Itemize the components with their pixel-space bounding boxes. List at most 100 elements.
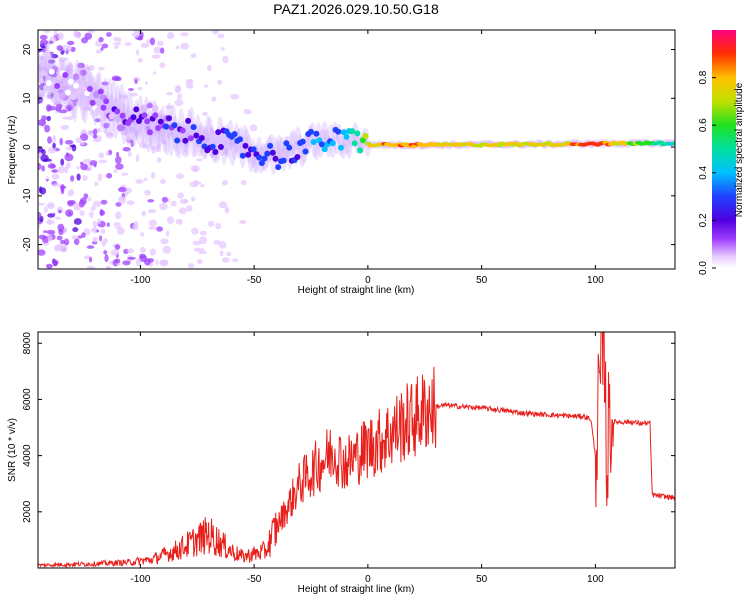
noise-blob <box>54 216 62 220</box>
noise-blob <box>70 175 75 182</box>
noise-blob <box>166 92 173 96</box>
ridge-mark <box>264 150 271 157</box>
snr-ylabel: SNR (10 * v/v) <box>7 418 18 482</box>
noise-blob <box>77 62 85 69</box>
noise-blob <box>124 42 132 47</box>
noise-blob <box>38 186 43 194</box>
colorbar-ticks: 0.0 0.2 0.4 0.6 0.8 <box>698 70 716 275</box>
noise-blob <box>60 187 65 195</box>
x-tick-label: 50 <box>476 574 488 585</box>
noise-blob <box>79 69 87 76</box>
ridge-mark <box>280 157 287 164</box>
ridge-mark <box>155 125 162 131</box>
noise-blob <box>63 238 70 246</box>
ridge-mark <box>95 107 102 114</box>
noise-blob <box>47 146 56 154</box>
noise-blob <box>192 166 199 173</box>
noise-blob <box>46 229 56 235</box>
spectrogram-frame <box>37 29 676 270</box>
noise-blob <box>57 32 64 41</box>
x-tick-label: 100 <box>587 275 604 286</box>
noise-blob <box>239 220 247 224</box>
noise-blob <box>73 238 80 246</box>
ridge-mark <box>38 77 44 84</box>
noise-blob <box>100 228 106 234</box>
ridge-mark <box>152 112 159 119</box>
noise-blob <box>113 36 119 42</box>
ridge-mark <box>54 83 61 89</box>
ridge-mark <box>103 98 110 105</box>
ridge-halo <box>188 107 195 142</box>
noise-blob <box>170 200 177 207</box>
colorbar-gradient <box>712 30 736 268</box>
ridge-mark <box>261 155 268 162</box>
noise-blob <box>99 235 103 242</box>
noise-blob <box>151 54 161 59</box>
noise-blob <box>92 134 98 139</box>
noise-blob <box>73 100 77 107</box>
noise-blob <box>76 173 81 181</box>
ridge-mark <box>108 113 115 120</box>
snr-frame <box>37 331 676 569</box>
noise-blob <box>60 124 70 130</box>
ridge-mark <box>209 143 216 150</box>
noise-blob <box>87 197 92 202</box>
noise-blob <box>38 211 42 220</box>
noise-blob <box>156 136 163 142</box>
noise-blob <box>83 193 89 199</box>
ridge-mark <box>359 137 366 144</box>
noise-blob <box>38 249 46 256</box>
x-tick-label: 0 <box>365 275 371 286</box>
noise-blob <box>100 199 108 205</box>
noise-blob <box>97 66 105 71</box>
noise-blob <box>176 75 186 83</box>
noise-blob <box>39 34 48 40</box>
y-tick-label: -10 <box>22 188 33 203</box>
noise-blob <box>58 165 65 174</box>
noise-blob <box>178 207 188 215</box>
noise-blob <box>83 106 91 112</box>
noise-blob <box>76 166 80 170</box>
ridge-mark <box>89 99 96 106</box>
noise-blob <box>61 44 69 52</box>
ridge-mark <box>163 123 170 130</box>
noise-blob <box>124 131 130 136</box>
noise-blob <box>104 254 109 263</box>
noise-blob <box>115 156 122 164</box>
noise-blob <box>59 185 67 189</box>
noise-blob <box>180 32 189 37</box>
ridge-mark <box>354 130 361 137</box>
ridge-mark <box>133 106 140 113</box>
noise-blob <box>183 199 188 203</box>
ridge-mark <box>283 140 290 147</box>
noise-blob <box>67 200 76 205</box>
noise-blob <box>222 55 229 64</box>
noise-blob <box>218 201 228 209</box>
noise-blob <box>130 92 138 97</box>
noise-blob <box>98 37 104 43</box>
ridge-mark <box>70 94 77 101</box>
noise-blob <box>97 218 101 225</box>
noise-blob <box>77 235 83 239</box>
noise-blob <box>174 85 181 93</box>
noise-blob <box>167 31 175 40</box>
snr-marks <box>38 332 675 568</box>
noise-blob <box>51 139 55 143</box>
noise-blob <box>221 257 230 263</box>
noise-blob <box>114 45 119 50</box>
noise-blob <box>126 135 131 142</box>
noise-blob <box>169 131 174 137</box>
colorbar-tick-label: 0.2 <box>698 213 709 227</box>
noise-blob <box>64 140 74 145</box>
noise-blob <box>139 253 146 259</box>
noise-blob <box>140 232 145 237</box>
noise-blob <box>165 230 170 237</box>
noise-blob <box>117 186 127 193</box>
noise-blob <box>117 137 125 145</box>
noise-blob <box>71 144 77 152</box>
noise-blob <box>223 33 229 40</box>
noise-blob <box>177 192 184 199</box>
noise-blob <box>38 202 46 206</box>
noise-blob <box>199 236 207 245</box>
